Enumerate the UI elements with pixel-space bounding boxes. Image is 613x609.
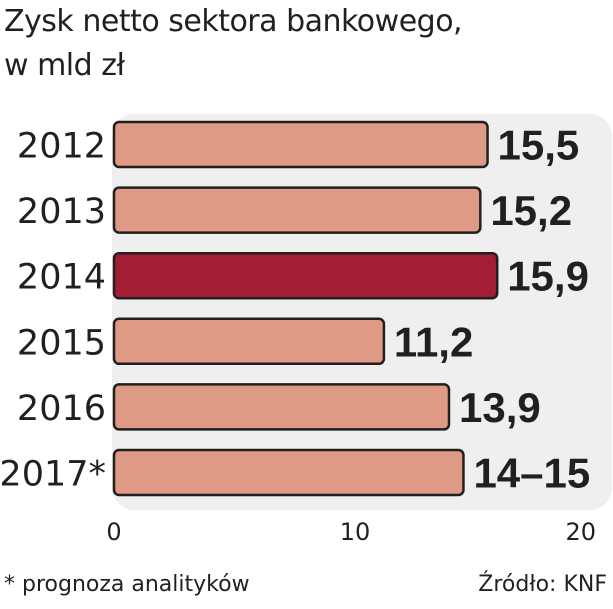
title-line-1: Zysk netto sektora bankowego, bbox=[4, 4, 463, 39]
footnote: * prognoza analityków bbox=[4, 572, 250, 597]
category-label: 2012 bbox=[17, 127, 106, 167]
category-label: 2014 bbox=[17, 258, 106, 298]
value-label: 13,9 bbox=[459, 384, 541, 431]
value-label: 15,9 bbox=[507, 253, 589, 300]
bar-2016 bbox=[112, 383, 451, 431]
x-tick-label: 0 bbox=[106, 518, 121, 546]
category-label: 2016 bbox=[17, 389, 106, 429]
bar-2012 bbox=[112, 120, 489, 169]
chart-title: Zysk netto sektora bankowego, w mld zł bbox=[4, 0, 604, 88]
bar-2013 bbox=[112, 186, 482, 234]
category-label: 2015 bbox=[17, 323, 106, 363]
bar-chart: 2012 15,5 2013 15,2 2014 15,9 2015 11,2 2016 13,9… bbox=[0, 114, 612, 546]
x-tick-label: 20 bbox=[565, 518, 596, 546]
category-label: 2017* bbox=[0, 455, 106, 495]
bar-2015 bbox=[112, 317, 386, 366]
value-label: 14–15 bbox=[473, 450, 590, 497]
category-label: 2013 bbox=[17, 192, 106, 232]
value-label: 15,5 bbox=[498, 122, 580, 169]
value-label: 11,2 bbox=[394, 318, 473, 365]
title-line-2: w mld zł bbox=[4, 48, 125, 83]
value-label: 15,2 bbox=[490, 187, 572, 234]
bar-2014 bbox=[112, 251, 499, 300]
bar-2017 bbox=[112, 448, 465, 497]
source-note: Źródło: KNF bbox=[478, 572, 607, 597]
x-tick-label: 10 bbox=[340, 518, 371, 546]
